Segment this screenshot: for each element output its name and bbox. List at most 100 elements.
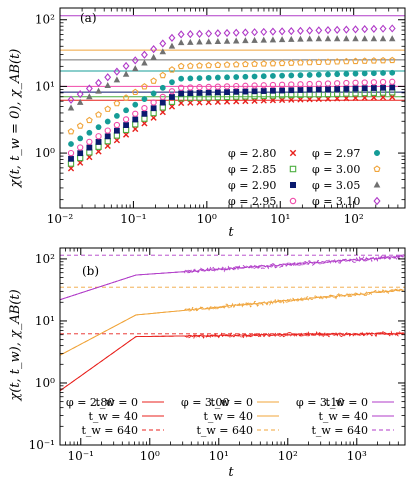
marker-3-10 xyxy=(113,67,121,76)
panel-b-x-tick-label: 10² xyxy=(278,449,298,463)
marker-2-90 xyxy=(169,94,175,100)
marker-3-00 xyxy=(278,59,286,67)
panel-a-y-axis-label: χ(t, t_w = 0), χ_AB(t) xyxy=(8,49,23,189)
marker-3-05 xyxy=(104,81,111,88)
panel-a-x-tick-label: 10⁻² xyxy=(47,212,74,226)
marker-2-90 xyxy=(132,116,139,123)
marker-2-90 xyxy=(361,85,368,92)
marker-3-10 xyxy=(379,24,387,33)
legend-marker-3-05 xyxy=(373,181,381,188)
marker-2-97 xyxy=(68,141,74,147)
marker-3-00 xyxy=(177,62,185,70)
marker-3-05 xyxy=(159,48,167,55)
marker-2-95 xyxy=(205,83,212,91)
marker-3-00 xyxy=(95,111,102,118)
marker-2-90 xyxy=(224,89,230,95)
panel-a-x-axis-label: t xyxy=(228,225,234,240)
marker-2-97 xyxy=(187,75,194,82)
marker-3-05 xyxy=(315,35,323,42)
marker-3-10 xyxy=(223,28,231,38)
legend-label-3-10-t-w-40: t_w = 40 xyxy=(318,410,368,423)
marker-2-97 xyxy=(205,74,212,81)
marker-2-90 xyxy=(178,90,185,97)
marker-2-97 xyxy=(150,90,157,97)
marker-2-85 xyxy=(104,138,111,145)
marker-3-10 xyxy=(315,26,323,35)
panel-a-frame xyxy=(59,7,406,209)
marker-3-10 xyxy=(306,26,314,35)
panel-a-x-tick-label: 10² xyxy=(344,212,364,226)
marker-2-97 xyxy=(242,73,249,80)
marker-2-97 xyxy=(260,73,267,80)
panel-b: 10⁻¹ 10⁰ 10¹ 10² 10³ 10⁻¹ 10⁰ 10¹ 10² (b) t χ(t,… xyxy=(8,247,406,480)
marker-2-95 xyxy=(223,83,231,90)
legend-label-2-90: φ = 2.90 xyxy=(228,179,276,192)
legend-group-3-00: φ = 3.00 xyxy=(181,396,229,409)
marker-2-97 xyxy=(352,70,359,77)
marker-3-05 xyxy=(278,36,286,43)
marker-2-97 xyxy=(178,75,185,82)
marker-2-90 xyxy=(159,99,166,106)
legend-marker-3-10 xyxy=(373,196,381,206)
marker-2-97 xyxy=(141,96,148,102)
marker-2-97 xyxy=(104,118,111,125)
marker-2-97 xyxy=(361,70,368,77)
marker-3-00 xyxy=(186,62,194,69)
legend-group-3-10: φ = 3.10 xyxy=(296,396,344,409)
marker-3-00 xyxy=(86,116,93,124)
marker-2-85 xyxy=(67,160,75,167)
marker-2-90 xyxy=(315,86,322,93)
marker-2-95 xyxy=(86,138,93,146)
legend-label-2-80: φ = 2.80 xyxy=(228,147,276,160)
marker-2-95 xyxy=(324,80,332,87)
marker-3-00 xyxy=(205,61,213,69)
panel-b-x-tick-label: 10¹ xyxy=(209,449,229,463)
marker-3-10 xyxy=(287,27,295,36)
marker-2-95 xyxy=(196,84,203,91)
marker-2-97 xyxy=(279,72,285,79)
marker-3-00 xyxy=(342,57,350,65)
marker-2-95 xyxy=(379,78,387,86)
marker-2-90 xyxy=(123,122,129,128)
marker-2-90 xyxy=(380,84,386,91)
marker-3-00 xyxy=(324,58,332,65)
marker-2-97 xyxy=(159,84,166,91)
marker-3-10 xyxy=(196,29,203,38)
marker-3-05 xyxy=(132,65,139,72)
legend-label-3-10-t-w-640: t_w = 640 xyxy=(311,424,368,437)
marker-2-95 xyxy=(352,79,359,86)
marker-3-05 xyxy=(324,35,332,42)
panel-b-y-tick-label: 10¹ xyxy=(35,314,55,328)
panel-a-markers xyxy=(67,24,396,172)
marker-2-85 xyxy=(141,115,148,122)
marker-2-90 xyxy=(343,85,350,92)
marker-3-05 xyxy=(232,37,240,44)
marker-3-10 xyxy=(251,28,259,37)
panel-a-y-tick-label: 10¹ xyxy=(35,79,55,93)
marker-2-97 xyxy=(306,72,313,78)
marker-2-90 xyxy=(196,90,203,96)
panel-a-x-tick-label: 10¹ xyxy=(270,212,290,226)
marker-2-95 xyxy=(141,104,148,112)
marker-3-00 xyxy=(168,66,176,73)
legend-marker-2-97 xyxy=(373,150,380,157)
marker-2-90 xyxy=(325,86,331,93)
marker-3-05 xyxy=(288,35,295,42)
panel-b-lines xyxy=(59,254,405,392)
marker-2-95 xyxy=(214,83,222,90)
marker-2-97 xyxy=(214,74,221,81)
marker-3-10 xyxy=(214,29,222,38)
marker-2-95 xyxy=(297,81,304,88)
line-2-80-t-w-0 xyxy=(59,332,404,392)
marker-3-05 xyxy=(242,37,249,44)
marker-3-10 xyxy=(333,25,341,34)
marker-3-05 xyxy=(95,87,102,94)
marker-2-90 xyxy=(205,89,212,96)
legend-label-3-00: φ = 3.00 xyxy=(312,163,360,176)
marker-2-97 xyxy=(132,101,139,108)
panel-a-y-tick-label: 10⁰ xyxy=(35,146,55,160)
marker-3-00 xyxy=(306,58,313,66)
marker-2-95 xyxy=(260,82,267,89)
